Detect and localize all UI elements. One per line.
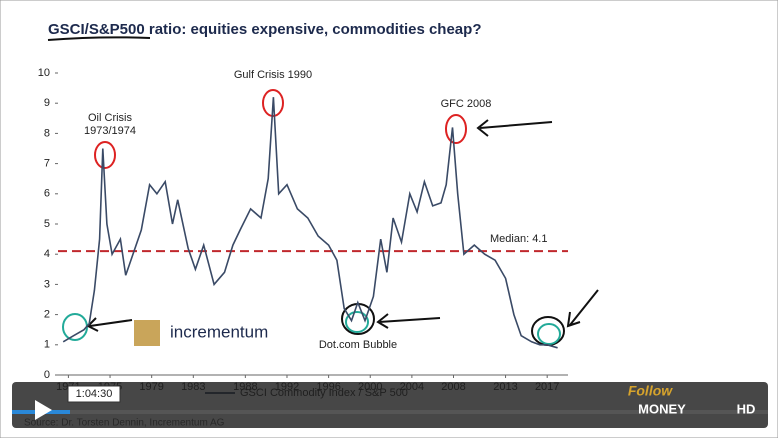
player-bar: 1:04:30 Follow MONEY HD — [12, 382, 768, 428]
y-tick-label: 8 — [44, 127, 50, 139]
logo: incrementum — [134, 320, 268, 346]
line-series — [62, 97, 558, 349]
y-tick-label: 5 — [44, 218, 50, 230]
control-bar — [12, 382, 768, 428]
y-tick-label: 6 — [44, 188, 50, 200]
annotation: GFC 2008 — [441, 98, 492, 110]
hd-button[interactable]: HD — [737, 401, 756, 416]
annotation: Oil Crisis — [88, 112, 132, 124]
y-tick-label: 4 — [44, 248, 50, 260]
median-label: Median: 4.1 — [490, 233, 547, 245]
y-tick-label: 9 — [44, 97, 50, 109]
progress-track[interactable] — [12, 410, 768, 414]
y-tick-label: 7 — [44, 158, 50, 170]
watermark: MONEY — [638, 401, 686, 416]
annotation: 1973/1974 — [84, 125, 136, 137]
timestamp: 1:04:30 — [76, 388, 113, 400]
annotation: Gulf Crisis 1990 — [234, 69, 312, 81]
annotation: Dot.com Bubble — [319, 339, 397, 351]
timestamp-box — [67, 385, 121, 403]
watermark: Follow — [628, 383, 673, 399]
chart-title: GSCI/S&P500 ratio: equities expensive, c… — [48, 21, 481, 38]
y-tick-label: 3 — [44, 278, 50, 290]
logo-text: incrementum — [170, 322, 268, 341]
y-tick-label: 2 — [44, 309, 50, 321]
y-tick-label: 10 — [38, 67, 50, 79]
underline-scribble — [47, 36, 151, 41]
y-tick-label: 1 — [44, 339, 50, 351]
play-button[interactable] — [35, 400, 52, 420]
y-tick-label: 0 — [44, 369, 50, 381]
